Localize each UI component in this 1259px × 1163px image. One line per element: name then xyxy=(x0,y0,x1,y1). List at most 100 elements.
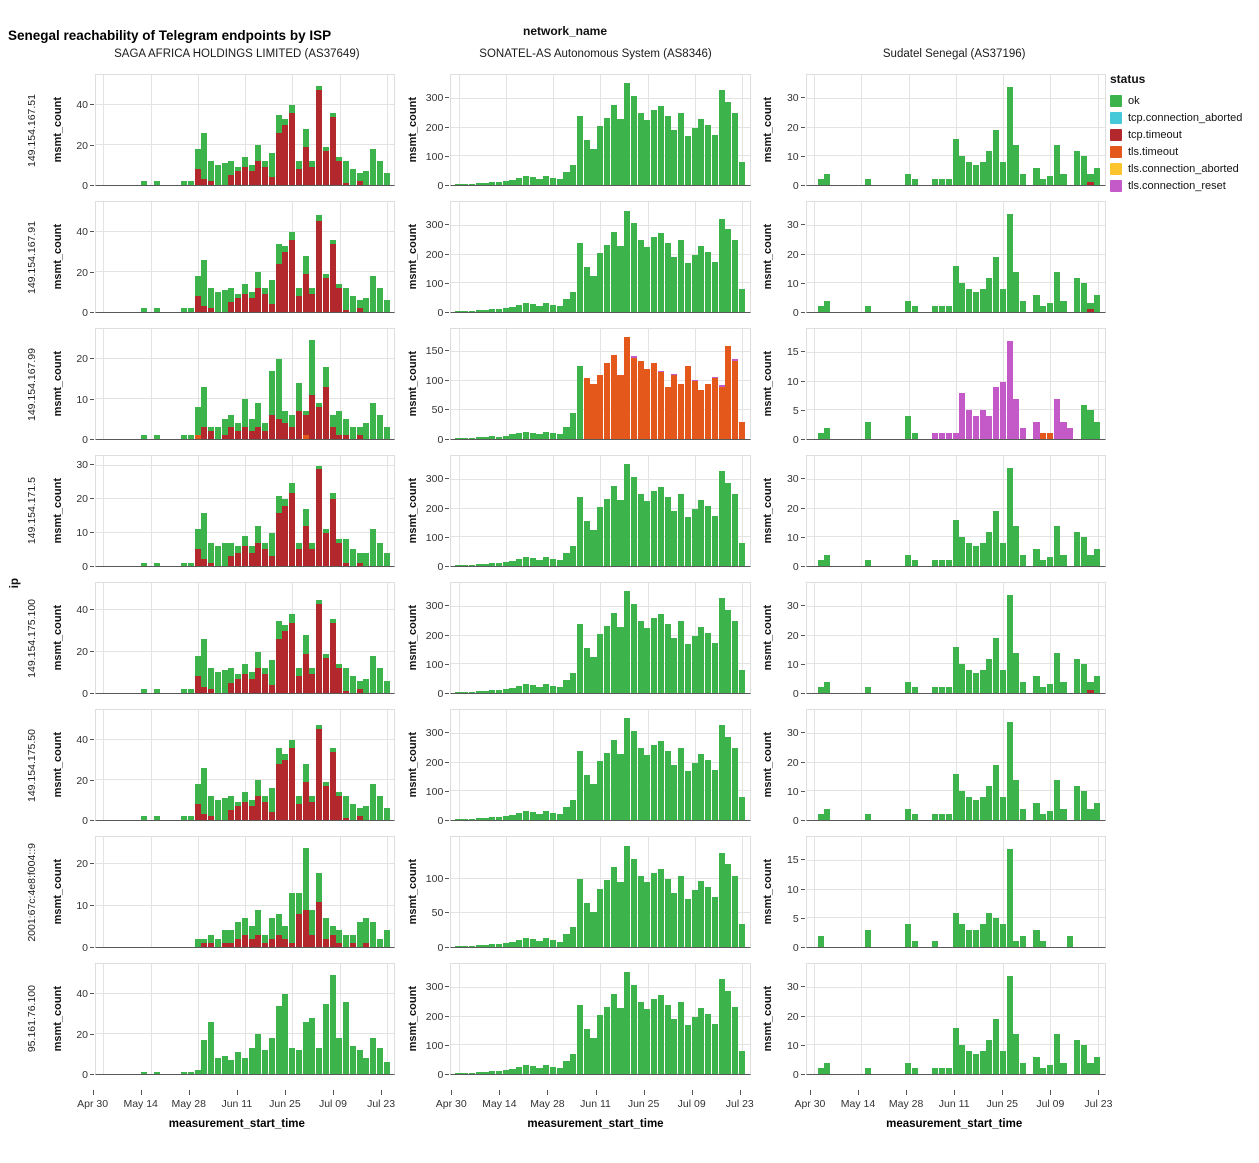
gridline-vertical xyxy=(1003,75,1005,185)
bar-segment xyxy=(201,686,208,693)
bar-segment xyxy=(536,1067,543,1074)
bar-segment xyxy=(556,179,563,185)
bar-segment xyxy=(383,173,390,185)
bar-segment xyxy=(698,626,705,693)
bar-segment xyxy=(316,724,323,729)
bar-segment xyxy=(462,946,469,947)
y-tick-label: 0 xyxy=(82,1069,88,1081)
gridline-vertical xyxy=(742,202,744,312)
bar-segment xyxy=(684,898,691,947)
bar-segment xyxy=(336,930,343,943)
bar-segment xyxy=(516,177,523,185)
x-tick-mark xyxy=(595,1090,597,1095)
bar-segment xyxy=(932,560,939,566)
bar-segment xyxy=(187,435,194,439)
gridline-vertical xyxy=(814,329,816,439)
gridline-vertical xyxy=(955,710,957,820)
y-tick-label: 150 xyxy=(425,345,444,358)
bar-segment xyxy=(194,296,201,312)
bar-segment xyxy=(302,415,309,436)
gridline-horizontal xyxy=(96,779,395,781)
y-tick-label: 0 xyxy=(82,307,88,319)
bar-segment xyxy=(1006,214,1013,312)
bar-segment xyxy=(295,1050,302,1074)
bar-segment xyxy=(248,171,255,185)
bar-segment xyxy=(1087,1062,1094,1074)
bar-segment xyxy=(295,796,302,805)
bar-segment xyxy=(221,435,228,439)
bar-segment xyxy=(248,1048,255,1074)
chart-cell: msmt_count 0 100 200 300 xyxy=(405,74,751,192)
bar-segment xyxy=(959,924,966,947)
bar-segment xyxy=(482,944,489,947)
y-tick-mark xyxy=(90,904,94,906)
y-axis-ticks: 0 10 20 30 xyxy=(776,201,806,319)
bar-segment xyxy=(489,689,496,693)
bar-segment xyxy=(214,1058,221,1074)
bar-segment xyxy=(705,124,712,185)
y-tick-mark xyxy=(445,986,450,988)
bar-segment xyxy=(536,686,543,693)
y-axis-title: msmt_count xyxy=(51,859,64,925)
y-tick-mark xyxy=(800,947,805,948)
bar-segment xyxy=(556,814,563,820)
bar-segment xyxy=(235,552,242,566)
bar-segment xyxy=(140,688,147,693)
bar-segment xyxy=(262,288,269,295)
bar-segment xyxy=(999,289,1006,312)
bar-segment xyxy=(570,672,577,693)
legend-label: tcp.timeout xyxy=(1128,128,1182,141)
bar-segment xyxy=(468,564,476,566)
y-tick-mark xyxy=(90,104,94,106)
bar-segment xyxy=(302,847,309,910)
gridline-vertical xyxy=(955,837,957,947)
bar-segment xyxy=(370,1038,377,1074)
chart-panel xyxy=(805,328,1106,440)
gridline-vertical xyxy=(955,583,957,693)
bar-segment xyxy=(343,562,350,566)
gridline-vertical xyxy=(553,710,555,820)
bar-segment xyxy=(563,1061,570,1074)
bar-segment xyxy=(376,938,383,947)
bar-segment xyxy=(268,938,275,947)
y-axis-title: msmt_count xyxy=(762,97,775,163)
bar-segment xyxy=(657,741,664,820)
bar-segment xyxy=(603,880,610,947)
bar-segment xyxy=(529,557,536,566)
y-tick-label: 300 xyxy=(425,727,444,740)
y-tick-label: 20 xyxy=(786,121,799,134)
bar-segment xyxy=(1053,779,1060,820)
bar-segment xyxy=(1040,433,1047,439)
bar-segment xyxy=(214,938,221,947)
bar-segment xyxy=(718,90,725,185)
bar-segment xyxy=(705,251,712,312)
bar-segment xyxy=(637,494,644,566)
bar-segment xyxy=(691,635,698,693)
bar-segment xyxy=(905,808,912,820)
row-facet-label: 149.154.175.100 xyxy=(26,598,38,678)
bar-segment xyxy=(698,1007,705,1074)
y-tick-mark xyxy=(90,532,94,534)
gridline-horizontal xyxy=(806,253,1105,255)
bar-segment xyxy=(664,497,671,566)
bar-segment xyxy=(624,211,631,312)
x-tick-label: Jun 11 xyxy=(938,1098,970,1110)
y-tick-label: 30 xyxy=(786,473,799,486)
y-tick-mark xyxy=(445,379,450,381)
bar-segment xyxy=(140,435,147,439)
bar-segment xyxy=(732,748,739,820)
bar-segment xyxy=(376,161,383,185)
bar-segment xyxy=(482,564,489,566)
gridline-vertical xyxy=(1003,964,1005,1074)
bar-segment xyxy=(993,1019,1000,1074)
bar-segment xyxy=(356,688,363,693)
bar-segment xyxy=(289,113,296,185)
gridline-vertical xyxy=(458,837,460,947)
gridline-vertical xyxy=(861,75,863,185)
bar-segment xyxy=(979,1051,986,1074)
bar-segment xyxy=(194,276,201,297)
bar-segment xyxy=(329,244,336,312)
bar-segment xyxy=(651,237,658,312)
bar-segment xyxy=(1006,468,1013,566)
gridline-horizontal xyxy=(96,609,395,611)
